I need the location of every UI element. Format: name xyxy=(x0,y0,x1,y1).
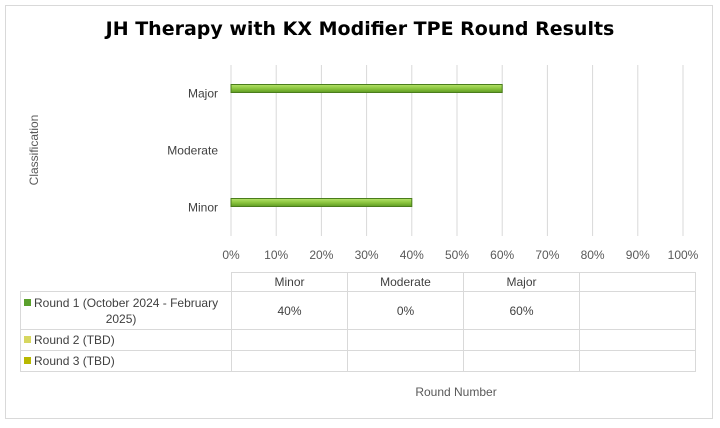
table-header-minor: Minor xyxy=(231,272,348,292)
table-corner xyxy=(20,272,232,292)
cell-round-2-major xyxy=(463,329,580,351)
table-row-round-1: Round 1 (October 2024 - February 2025) 4… xyxy=(20,291,696,330)
legend-round-2: Round 2 (TBD) xyxy=(20,329,232,351)
legend-label-round-2: Round 2 (TBD) xyxy=(34,333,115,347)
legend-label-round-1-line1: Round 1 (October 2024 - February xyxy=(34,295,219,310)
legend-label-round-3: Round 3 (TBD) xyxy=(34,354,115,368)
y-category-label: Major xyxy=(188,87,218,101)
cell-round-1-empty xyxy=(579,291,696,330)
cell-round-2-minor xyxy=(231,329,348,351)
y-category-label: Minor xyxy=(188,201,218,215)
x-tick-label: 0% xyxy=(222,248,240,262)
cell-round-1-major: 60% xyxy=(463,291,580,330)
cell-round-3-minor xyxy=(231,350,348,372)
x-tick-label: 80% xyxy=(581,248,605,262)
x-tick-label: 100% xyxy=(668,248,699,262)
x-tick-label: 30% xyxy=(355,248,379,262)
data-table: Minor Moderate Major Round 1 (October 20… xyxy=(20,272,696,372)
cell-round-2-empty xyxy=(579,329,696,351)
cell-round-2-moderate xyxy=(347,329,464,351)
legend-round-3: Round 3 (TBD) xyxy=(20,350,232,372)
cell-round-1-moderate: 0% xyxy=(347,291,464,330)
table-header-row: Minor Moderate Major xyxy=(20,272,696,292)
legend-key-round-1 xyxy=(24,298,31,306)
chart-title: JH Therapy with KX Modifier TPE Round Re… xyxy=(105,18,615,40)
x-axis-label: Round Number xyxy=(415,385,497,399)
x-tick-label: 60% xyxy=(490,248,514,262)
cell-round-3-major xyxy=(463,350,580,372)
legend-key-round-3 xyxy=(24,357,31,364)
legend-key-round-2 xyxy=(24,336,31,343)
x-tick-label: 40% xyxy=(400,248,424,262)
table-row-round-3: Round 3 (TBD) xyxy=(20,350,696,372)
x-tick-label: 10% xyxy=(264,248,288,262)
table-row-round-2: Round 2 (TBD) xyxy=(20,329,696,351)
x-tick-label: 50% xyxy=(445,248,469,262)
table-header-empty xyxy=(579,272,696,292)
y-category-label: Moderate xyxy=(167,144,218,158)
x-tick-label: 20% xyxy=(309,248,333,262)
table-header-moderate: Moderate xyxy=(347,272,464,292)
cell-round-1-minor: 40% xyxy=(231,291,348,330)
cell-round-3-empty xyxy=(579,350,696,372)
x-tick-label: 70% xyxy=(535,248,559,262)
legend-round-1: Round 1 (October 2024 - February 2025) xyxy=(20,291,232,330)
x-tick-label: 90% xyxy=(626,248,650,262)
legend-label-round-1-line2: 2025) xyxy=(105,311,137,326)
table-header-major: Major xyxy=(463,272,580,292)
bar-round-1-major xyxy=(230,84,503,93)
bar-round-1-minor xyxy=(230,198,413,207)
cell-round-3-moderate xyxy=(347,350,464,372)
